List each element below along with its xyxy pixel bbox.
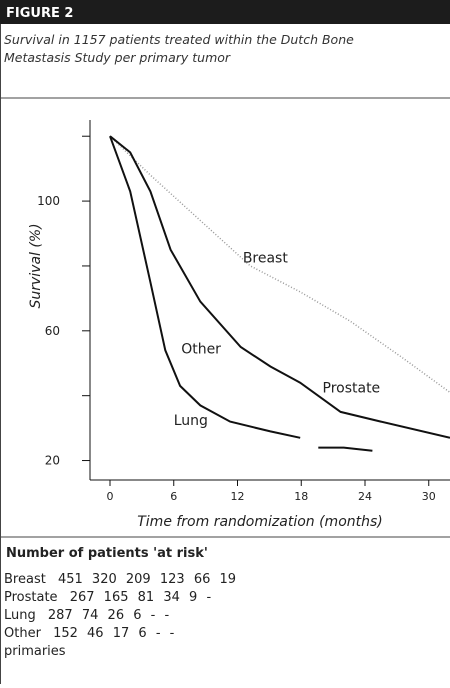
table-cell: - (170, 626, 175, 641)
row-label: Breast (4, 572, 46, 587)
caption: Metastasis Study per primary tumor (4, 50, 231, 65)
table-cell: - (206, 590, 211, 605)
table-cell: 34 (163, 590, 180, 605)
table-cell: - (156, 626, 161, 641)
table-cell: 66 (194, 572, 211, 587)
x-tick-label: 0 (107, 490, 114, 503)
table-row: Lung 287 74 26 6 - - (4, 608, 170, 623)
x-tick-label: 18 (294, 490, 308, 503)
figure-label: FIGURE 2 (6, 6, 73, 21)
x-tick-label: 30 (422, 490, 436, 503)
curve-label: Breast (243, 251, 289, 267)
header-bar (0, 0, 450, 24)
y-tick-label: 100 (37, 194, 60, 208)
table-cell: 287 (48, 608, 73, 623)
row-label: Other (4, 626, 42, 641)
survival-curve (109, 135, 450, 439)
curve-label: Prostate (323, 380, 381, 396)
table-cell: 74 (82, 608, 99, 623)
table-cell: - (151, 608, 156, 623)
x-tick-label: 6 (170, 490, 177, 503)
y-tick-label: 20 (45, 454, 60, 468)
table-cell: 451 (58, 572, 83, 587)
table-cell: 6 (133, 608, 141, 623)
y-axis-label: Survival (%) (28, 223, 44, 308)
y-tick-label: 60 (45, 324, 60, 338)
table-footer: primaries (4, 644, 66, 659)
table-cell: 6 (138, 626, 146, 641)
table-title: Number of patients 'at risk' (6, 546, 208, 561)
caption: Survival in 1157 patients treated within… (4, 32, 354, 47)
x-tick-label: 12 (231, 490, 245, 503)
table-cell: 26 (108, 608, 125, 623)
survival-curve (109, 135, 450, 394)
table-cell: 17 (113, 626, 130, 641)
x-axis-label: Time from randomization (months) (137, 514, 383, 530)
table-cell: 267 (70, 590, 95, 605)
table-cell: 165 (104, 590, 129, 605)
table-cell: 9 (189, 590, 197, 605)
table-cell: 209 (126, 572, 151, 587)
table-cell: 46 (87, 626, 104, 641)
annotation: Other (181, 342, 221, 358)
row-label: Lung (4, 608, 36, 623)
table-row: Other 152 46 17 6 - - (4, 626, 175, 641)
row-label: Prostate (4, 590, 58, 605)
table-cell: 320 (92, 572, 117, 587)
table-cell: 152 (53, 626, 78, 641)
table-cell: - (165, 608, 170, 623)
curve-label: Lung (174, 413, 208, 429)
survival-curve (109, 135, 373, 452)
table-cell: 123 (160, 572, 185, 587)
x-tick-label: 24 (358, 490, 372, 503)
table-cell: 19 (220, 572, 237, 587)
table-cell: 81 (138, 590, 155, 605)
table-row: Breast 451 320 209 123 66 19 (4, 572, 236, 587)
table-row: Prostate 267 165 81 34 9 - (4, 590, 211, 605)
